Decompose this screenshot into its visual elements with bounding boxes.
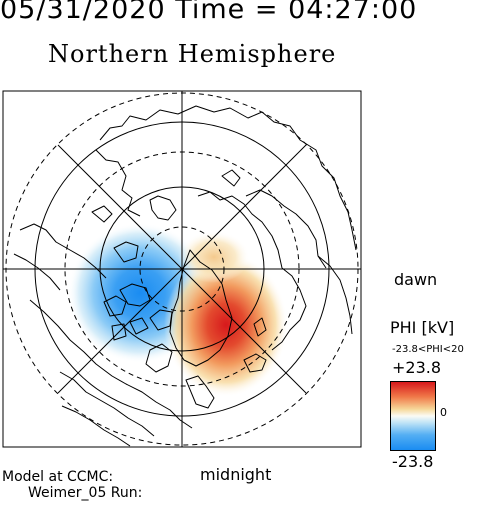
run-label: Weimer_05 Run: [28,485,143,501]
dawn-label: dawn [394,270,438,289]
date-time-title: 05/31/2020 Time = 04:27:00 [0,0,418,25]
meridian-lines [3,91,361,447]
midnight-label: midnight [200,465,272,484]
colorscale-title: PHI [kV] [390,318,455,337]
colorscale-min-label: -23.8 [392,452,434,471]
colorscale-max-label: +23.8 [392,358,442,377]
colorscale-range: -23.8<PHI<20 [392,344,464,355]
hemisphere-title: Northern Hemisphere [48,40,337,68]
polar-potential-map [2,90,362,448]
coastlines [13,105,357,447]
positive-potential-cell [164,253,288,397]
colorbar [390,381,436,451]
colorscale-zero-label: 0 [440,406,447,419]
positive-potential-lobe [178,231,250,283]
model-label: Model at CCMC: [2,469,114,485]
